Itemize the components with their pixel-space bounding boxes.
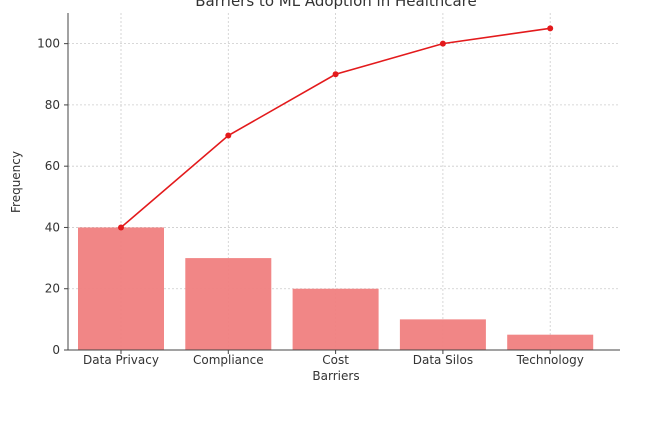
y-tick-label: 100 bbox=[37, 37, 60, 51]
y-tick-label: 60 bbox=[45, 159, 60, 173]
axes: 0 20 40 60 80 100 Data Privacy Compliance Cost Da… bbox=[37, 13, 620, 367]
bar-cost bbox=[292, 288, 379, 350]
x-tick-label: Technology bbox=[516, 353, 584, 367]
bars bbox=[78, 227, 594, 350]
bar-data-silos bbox=[399, 319, 486, 350]
x-tick-label: Data Privacy bbox=[83, 353, 159, 367]
x-tick-label: Cost bbox=[322, 353, 349, 367]
line-point bbox=[332, 71, 339, 78]
line-point bbox=[225, 132, 232, 139]
line-point bbox=[118, 224, 124, 231]
y-tick-label: 40 bbox=[45, 220, 60, 234]
y-axis-label: Frequency bbox=[9, 151, 23, 213]
line-point bbox=[439, 40, 446, 47]
chart-title: Barriers to ML Adoption in Healthcare bbox=[195, 0, 477, 10]
cumulative-line bbox=[118, 25, 554, 231]
y-tick-label: 80 bbox=[45, 98, 60, 112]
bar-compliance bbox=[185, 258, 272, 350]
bar-data-privacy bbox=[78, 227, 164, 350]
x-axis-label: Barriers bbox=[312, 369, 359, 383]
bar-technology bbox=[507, 334, 594, 350]
x-tick-label: Data Silos bbox=[413, 353, 473, 367]
y-tick-label: 20 bbox=[45, 282, 60, 296]
line-point bbox=[547, 25, 554, 32]
y-tick-label: 0 bbox=[52, 343, 60, 357]
x-tick-label: Compliance bbox=[193, 353, 264, 367]
